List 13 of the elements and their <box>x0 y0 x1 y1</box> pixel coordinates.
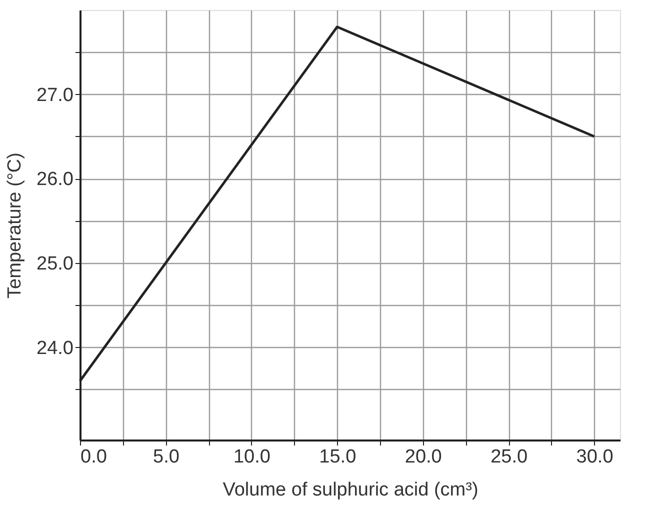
x-tick-label: 25.0 <box>490 446 528 468</box>
x-tick-label: 15.0 <box>319 446 356 468</box>
x-tick-label: 0.0 <box>80 446 107 468</box>
x-axis-title: Volume of sulphuric acid (cm³) <box>222 480 478 500</box>
x-tick-label: 30.0 <box>576 446 614 468</box>
x-tick-label: 5.0 <box>153 446 180 468</box>
x-tick-label: 20.0 <box>404 446 442 468</box>
y-tick-label: 24.0 <box>36 338 74 359</box>
y-tick-label: 26.0 <box>36 169 74 190</box>
y-axis-title: Temperature (°C) <box>4 152 26 298</box>
y-tick-label: 27.0 <box>36 84 74 106</box>
y-tick-label: 25.0 <box>36 253 74 274</box>
x-tick-label: 10.0 <box>233 446 270 468</box>
